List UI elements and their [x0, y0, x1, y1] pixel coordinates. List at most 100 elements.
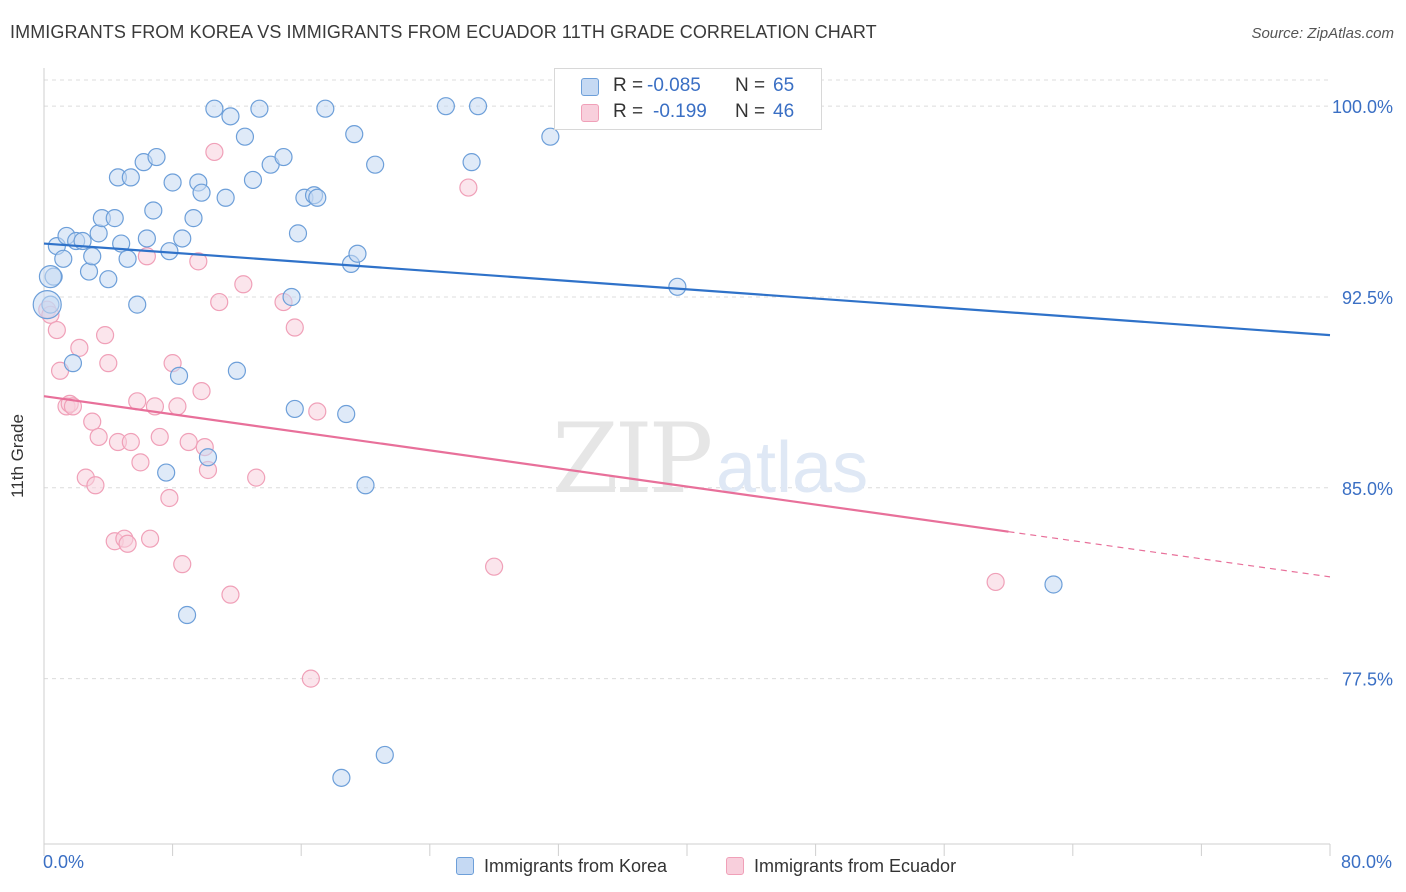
- korea-point: [169, 366, 189, 385]
- y-tick-label: 92.5%: [1342, 288, 1393, 308]
- korea-point: [282, 287, 301, 307]
- legend-item-korea[interactable]: Immigrants from Korea: [456, 852, 667, 880]
- korea-point: [121, 168, 140, 187]
- ecuador-legend-icon: [726, 857, 744, 875]
- korea-point: [285, 399, 304, 419]
- y-axis-label: 11th Grade: [8, 414, 27, 498]
- chart-title: IMMIGRANTS FROM KOREA VS IMMIGRANTS FROM…: [10, 22, 877, 42]
- korea-point: [118, 249, 137, 268]
- y-tick-label: 85.0%: [1342, 479, 1393, 499]
- ecuador-point: [63, 397, 83, 416]
- watermark-zip: ZIP: [552, 403, 711, 515]
- korea-point: [163, 173, 182, 192]
- ecuador-point: [70, 338, 89, 357]
- stats-row-korea: R = -0.085 N = 65: [555, 74, 823, 100]
- korea-point: [308, 188, 327, 207]
- ecuador-point: [192, 382, 211, 401]
- legend-label-ecuador: Immigrants from Ecuador: [754, 855, 957, 876]
- ecuador-r-value: -0.199: [653, 101, 707, 122]
- ecuador-point: [308, 402, 327, 421]
- ecuador-point: [189, 252, 208, 271]
- korea-legend-icon: [456, 857, 474, 875]
- x-tick-label-max: 80.0%: [1340, 852, 1392, 872]
- korea-point: [157, 463, 176, 482]
- watermark: ZIP atlas: [552, 403, 868, 515]
- korea-swatch-icon: [581, 78, 599, 96]
- ecuador-point: [160, 488, 179, 508]
- korea-point: [38, 265, 63, 289]
- ecuador-point: [986, 572, 1005, 592]
- ecuador-n-value: 46: [773, 101, 795, 122]
- korea-point: [89, 224, 108, 243]
- korea-r-value: -0.085: [647, 75, 701, 96]
- ecuador-point: [205, 142, 224, 162]
- korea-point: [54, 249, 73, 268]
- ecuador-point: [86, 476, 105, 495]
- ecuador-point: [99, 354, 118, 373]
- legend: Immigrants from Korea Immigrants from Ec…: [0, 852, 1406, 880]
- korea-point: [99, 270, 118, 289]
- y-tick-label: 77.5%: [1342, 670, 1393, 690]
- korea-point: [198, 448, 218, 467]
- korea-point: [63, 354, 83, 373]
- korea-point: [1044, 575, 1063, 594]
- ecuador-point: [485, 557, 504, 576]
- korea-point: [345, 125, 364, 144]
- ecuador-point: [301, 669, 320, 688]
- legend-label-korea: Immigrants from Korea: [484, 855, 668, 876]
- korea-point: [541, 127, 560, 146]
- korea-point: [316, 99, 335, 118]
- ecuador-trendline: [43, 395, 1009, 533]
- axes: [43, 68, 1331, 856]
- korea-point: [32, 290, 62, 320]
- korea-point: [243, 170, 263, 190]
- korea-point: [137, 229, 156, 248]
- ecuador-point: [234, 275, 253, 294]
- korea-point: [144, 201, 163, 220]
- korea-point: [668, 277, 687, 296]
- ecuador-point: [140, 529, 160, 548]
- korea-point: [332, 768, 351, 787]
- ecuador-point: [247, 468, 266, 487]
- korea-point: [375, 745, 394, 765]
- korea-point: [221, 107, 240, 126]
- korea-point: [173, 229, 192, 248]
- korea-point: [205, 99, 224, 118]
- korea-point: [235, 127, 255, 146]
- x-tick-label-min: 0.0%: [43, 852, 85, 872]
- korea-trendline: [43, 242, 1331, 337]
- korea-point: [462, 153, 481, 172]
- ecuador-point: [210, 292, 229, 312]
- chart-source: Source: ZipAtlas.com: [1251, 25, 1394, 42]
- korea-point: [366, 155, 385, 174]
- ecuador-r-label: R =: [613, 101, 644, 122]
- korea-point: [356, 476, 375, 495]
- ecuador-trendline-extension: [1008, 531, 1331, 578]
- ecuador-point: [459, 178, 478, 197]
- ecuador-point: [128, 392, 147, 411]
- trendlines: [43, 242, 1331, 578]
- ecuador-n-label: N =: [735, 101, 766, 122]
- y-tick-label: 100.0%: [1332, 97, 1393, 117]
- ecuador-point: [47, 320, 66, 340]
- ecuador-point: [118, 534, 137, 553]
- ecuador-point: [121, 432, 140, 452]
- korea-point: [83, 247, 102, 266]
- korea-point: [274, 147, 293, 167]
- legend-item-ecuador[interactable]: Immigrants from Ecuador: [726, 852, 956, 880]
- korea-point: [192, 183, 211, 202]
- ecuador-point: [83, 412, 102, 431]
- stats-legend: R = -0.085 N = 65 R = -0.199 N = 46: [554, 68, 822, 130]
- korea-points: [32, 97, 1063, 787]
- ecuador-point: [89, 427, 108, 447]
- ecuador-point: [150, 427, 169, 447]
- korea-point: [177, 605, 197, 625]
- ecuador-point: [285, 318, 304, 337]
- korea-point: [468, 97, 488, 116]
- korea-point: [250, 99, 269, 118]
- ecuador-swatch-icon: [581, 104, 599, 122]
- korea-point: [227, 361, 246, 380]
- korea-r-label: R =: [613, 75, 644, 96]
- korea-point: [348, 244, 367, 263]
